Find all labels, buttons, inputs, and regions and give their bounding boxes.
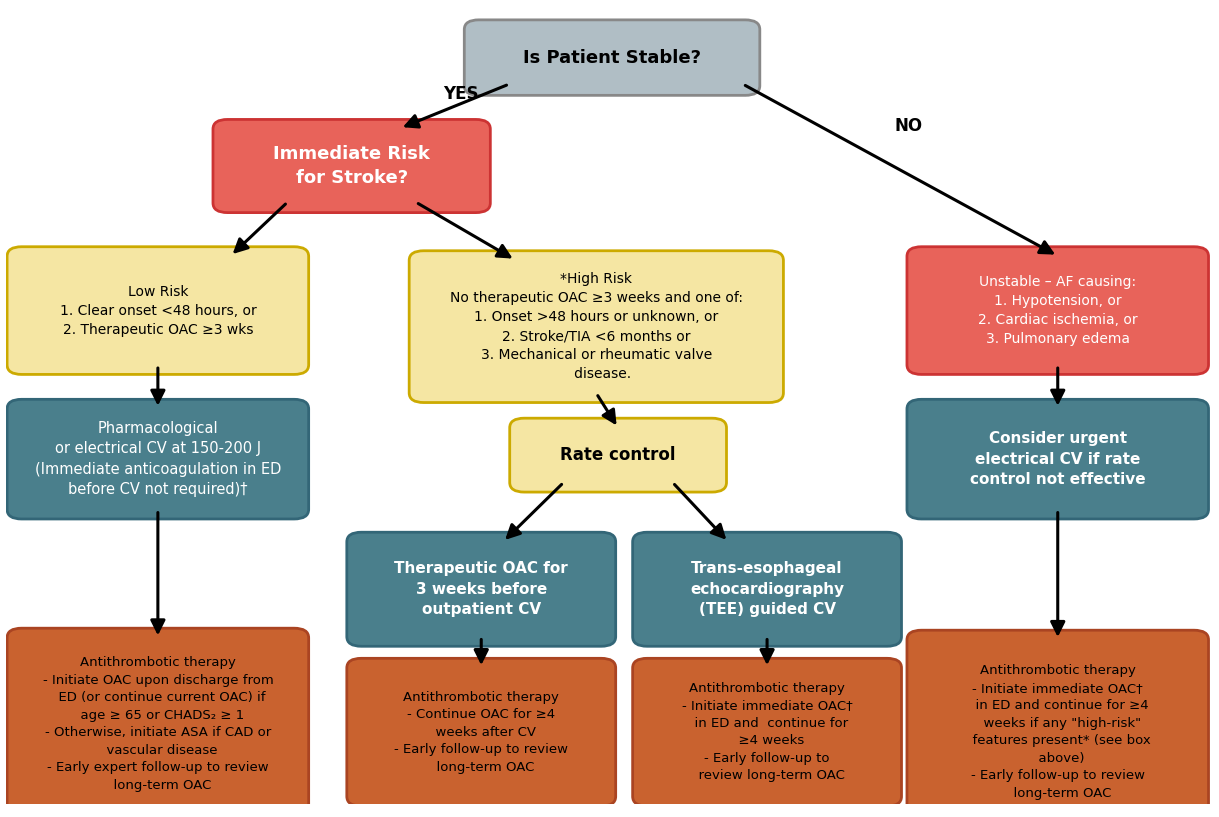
Text: Trans-esophageal
echocardiography
(TEE) guided CV: Trans-esophageal echocardiography (TEE) … xyxy=(690,561,844,617)
Text: Therapeutic OAC for
3 weeks before
outpatient CV: Therapeutic OAC for 3 weeks before outpa… xyxy=(395,561,568,617)
Text: Consider urgent
electrical CV if rate
control not effective: Consider urgent electrical CV if rate co… xyxy=(970,431,1146,487)
Text: Low Risk
1. Clear onset <48 hours, or
2. Therapeutic OAC ≥3 wks: Low Risk 1. Clear onset <48 hours, or 2.… xyxy=(60,284,256,337)
FancyBboxPatch shape xyxy=(213,119,490,212)
Text: Antithrombotic therapy
- Initiate immediate OAC†
  in ED and continue for ≥4
  w: Antithrombotic therapy - Initiate immedi… xyxy=(964,664,1151,800)
Text: Rate control: Rate control xyxy=(561,446,675,464)
Text: YES: YES xyxy=(442,85,478,103)
FancyBboxPatch shape xyxy=(464,20,759,96)
FancyBboxPatch shape xyxy=(633,532,902,646)
FancyBboxPatch shape xyxy=(7,247,308,374)
FancyBboxPatch shape xyxy=(633,659,902,806)
Text: Antithrombotic therapy
- Initiate immediate OAC†
  in ED and  continue for
  ≥4 : Antithrombotic therapy - Initiate immedi… xyxy=(681,682,852,783)
FancyBboxPatch shape xyxy=(347,659,616,806)
Text: Pharmacological
or electrical CV at 150-200 J
(Immediate anticoagulation in ED
b: Pharmacological or electrical CV at 150-… xyxy=(34,421,282,498)
FancyBboxPatch shape xyxy=(510,418,727,492)
FancyBboxPatch shape xyxy=(907,630,1208,817)
FancyBboxPatch shape xyxy=(410,251,784,403)
FancyBboxPatch shape xyxy=(7,628,308,817)
FancyBboxPatch shape xyxy=(347,532,616,646)
Text: NO: NO xyxy=(895,117,923,135)
Text: Antithrombotic therapy
- Initiate OAC upon discharge from
  ED (or continue curr: Antithrombotic therapy - Initiate OAC up… xyxy=(43,656,273,792)
Text: Unstable – AF causing:
1. Hypotension, or
2. Cardiac ischemia, or
3. Pulmonary e: Unstable – AF causing: 1. Hypotension, o… xyxy=(978,275,1137,346)
FancyBboxPatch shape xyxy=(7,400,308,519)
Text: Antithrombotic therapy
- Continue OAC for ≥4
  weeks after CV
- Early follow-up : Antithrombotic therapy - Continue OAC fo… xyxy=(394,690,568,774)
FancyBboxPatch shape xyxy=(907,400,1208,519)
Text: Is Patient Stable?: Is Patient Stable? xyxy=(523,48,701,67)
FancyBboxPatch shape xyxy=(907,247,1208,374)
Text: Immediate Risk
for Stroke?: Immediate Risk for Stroke? xyxy=(273,145,430,187)
Text: *High Risk
No therapeutic OAC ≥3 weeks and one of:
1. Onset >48 hours or unknown: *High Risk No therapeutic OAC ≥3 weeks a… xyxy=(450,272,742,381)
